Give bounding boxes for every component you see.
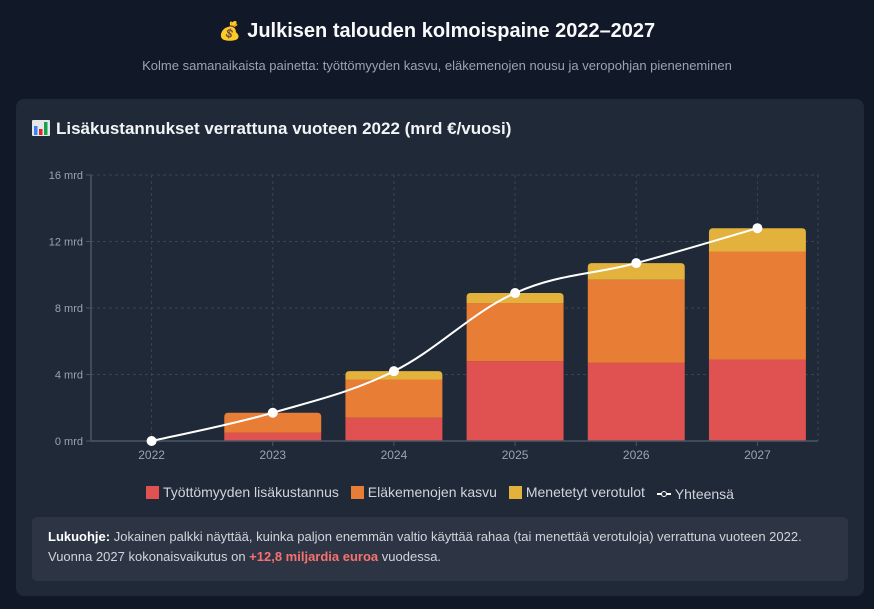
total-point[interactable] xyxy=(510,288,521,299)
bar-segment[interactable] xyxy=(466,361,564,441)
x-tick-label: 2026 xyxy=(623,448,650,462)
x-tick-label: 2027 xyxy=(744,448,771,462)
reading-guide-text-end: vuodessa. xyxy=(378,549,442,564)
total-point[interactable] xyxy=(752,223,763,234)
y-tick-label: 8 mrd xyxy=(55,303,83,315)
y-tick-label: 12 mrd xyxy=(49,237,83,249)
chart-card: 0 mrd 4 mrd 8 mrd 12 mrd 16 mrd 2022 2023 2024 2… xyxy=(16,99,864,596)
line-marker-icon xyxy=(656,489,671,499)
legend-item-unemployment[interactable]: Työttömyyden lisäkustannus xyxy=(146,484,339,500)
bar-segment[interactable] xyxy=(587,263,685,280)
x-tick-label: 2024 xyxy=(381,448,408,462)
page-subtitle: Kolme samanaikaista painetta: työttömyyd… xyxy=(142,58,732,73)
bar-segment[interactable] xyxy=(708,228,806,252)
total-impact-highlight: +12,8 miljardia euroa xyxy=(249,549,379,564)
legend-label: Eläkemenojen kasvu xyxy=(367,484,497,500)
legend-item-tax[interactable]: Menetetyt verotulot xyxy=(508,484,645,500)
total-point[interactable] xyxy=(267,407,278,418)
chart-title-text: Lisäkustannukset verrattuna vuoteen 2022… xyxy=(56,119,512,138)
legend-label: Työttömyyden lisäkustannus xyxy=(163,484,339,500)
reading-guide-label: Lukuohje: xyxy=(48,529,111,544)
legend-label: Yhteensä xyxy=(674,485,734,502)
total-point[interactable] xyxy=(631,258,642,269)
bar-segment[interactable] xyxy=(224,432,322,441)
legend-item-pension[interactable]: Eläkemenojen kasvu xyxy=(350,484,497,500)
chart-legend: Työttömyyden lisäkustannus Eläkemenojen … xyxy=(16,484,864,502)
reading-guide: Lukuohje: Jokainen palkki näyttää, kuink… xyxy=(32,517,848,581)
bar-segment[interactable] xyxy=(345,417,443,441)
total-line xyxy=(151,227,758,442)
bar-chart-icon xyxy=(32,120,50,136)
reading-guide-text: Jokainen palkki näyttää, kuinka paljon e… xyxy=(48,529,802,564)
money-bag-icon: 💰 xyxy=(218,21,242,41)
legend-swatch-yellow xyxy=(508,485,522,499)
bar-segment[interactable] xyxy=(708,359,806,441)
legend-swatch-orange xyxy=(350,485,364,499)
total-point[interactable] xyxy=(388,366,399,377)
bar-segment[interactable] xyxy=(587,362,685,441)
x-tick-label: 2025 xyxy=(502,448,529,462)
y-tick-label: 0 mrd xyxy=(55,436,83,448)
x-tick-label: 2023 xyxy=(259,448,286,462)
page-title: 💰 Julkisen talouden kolmoispaine 2022–202… xyxy=(0,20,874,43)
legend-swatch-red xyxy=(146,485,160,499)
chart-title: Lisäkustannukset verrattuna vuoteen 2022… xyxy=(32,119,511,139)
y-tick-label: 16 mrd xyxy=(49,170,83,182)
bar-segment[interactable] xyxy=(466,303,564,362)
y-tick-label: 4 mrd xyxy=(55,370,83,382)
legend-label: Menetetyt verotulot xyxy=(525,484,645,500)
x-tick-label: 2022 xyxy=(138,448,165,462)
legend-item-total[interactable]: Yhteensä xyxy=(656,485,734,502)
bar-segment[interactable] xyxy=(587,279,685,363)
total-point[interactable] xyxy=(146,436,157,446)
page-title-text: Julkisen talouden kolmoispaine 2022–2027 xyxy=(247,20,656,42)
bar-segment[interactable] xyxy=(224,412,322,433)
bar-segment[interactable] xyxy=(708,251,806,360)
stacked-bar-chart: 0 mrd 4 mrd 8 mrd 12 mrd 16 mrd 2022 2023 2024 2… xyxy=(49,170,819,462)
